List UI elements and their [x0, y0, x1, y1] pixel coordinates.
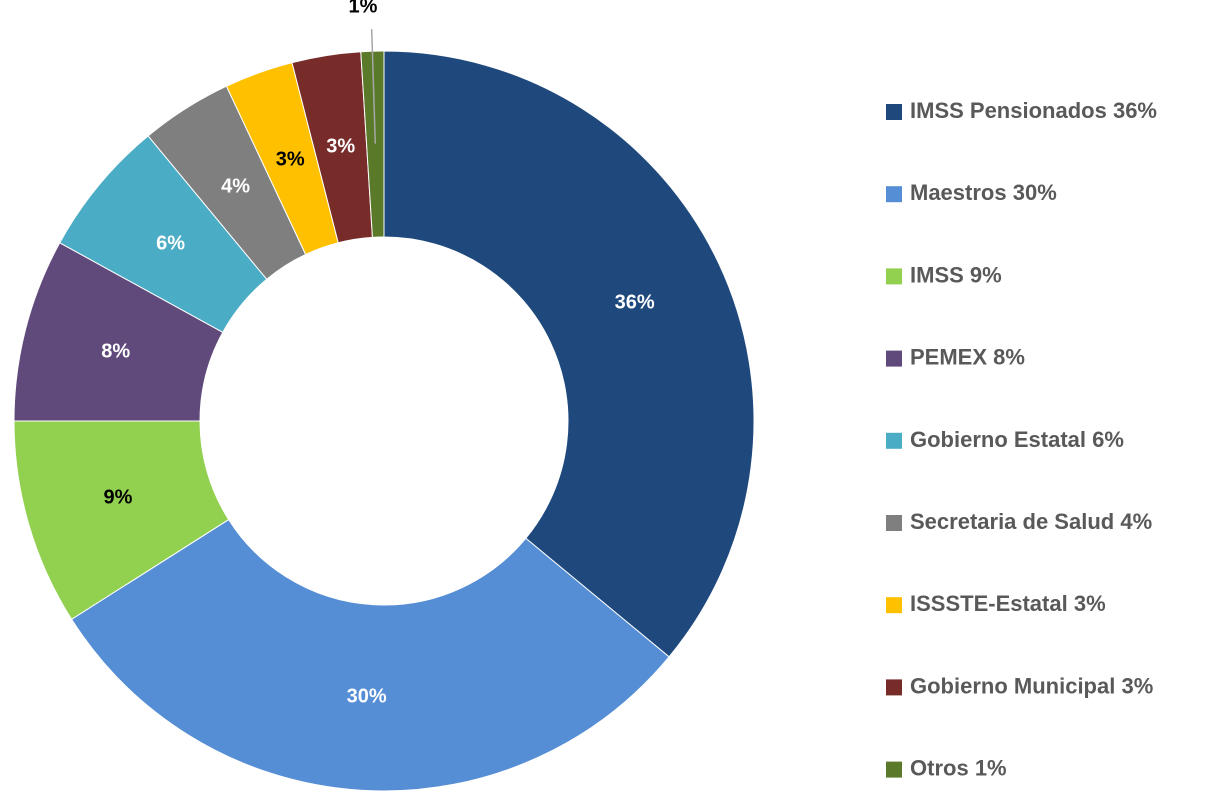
- legend-value: 3%: [1121, 673, 1153, 698]
- legend-value: 36%: [1113, 98, 1157, 123]
- slice-label: 36%: [615, 291, 655, 313]
- slice-label: 6%: [156, 233, 185, 255]
- legend-entry: IMSS 9%: [910, 262, 1002, 287]
- legend-name: Maestros: [910, 180, 1007, 205]
- slice-label: 8%: [101, 340, 130, 362]
- legend-value: 6%: [1092, 427, 1124, 452]
- legend-entry: IMSS Pensionados 36%: [910, 98, 1157, 123]
- legend-value: 1%: [975, 755, 1007, 780]
- legend-value: 9%: [970, 262, 1002, 287]
- slice-label: 30%: [347, 686, 387, 708]
- legend-value: 3%: [1074, 591, 1106, 616]
- legend-swatch: [886, 515, 902, 531]
- legend-swatch: [886, 432, 902, 449]
- slice: [383, 50, 755, 658]
- legend-swatch: [886, 761, 902, 778]
- legend-name: IMSS Pensionados: [910, 98, 1107, 123]
- legend-entry: Gobierno Municipal 3%: [910, 673, 1153, 698]
- legend-entry: Secretaria de Salud 4%: [910, 509, 1152, 534]
- legend-name: Gobierno Municipal: [910, 673, 1115, 698]
- slice-label: 3%: [326, 136, 355, 158]
- legend-name: Otros: [910, 755, 969, 780]
- legend-entry: Otros 1%: [910, 755, 1007, 780]
- legend-value: 4%: [1120, 509, 1152, 534]
- slice-label: 3%: [276, 149, 305, 171]
- slice-label: 1%: [349, 0, 378, 17]
- legend-value: 8%: [993, 344, 1025, 369]
- legend-swatch: [886, 597, 902, 614]
- legend-swatch: [886, 186, 902, 203]
- legend-swatch: [886, 268, 902, 285]
- legend-name: Secretaria de Salud: [910, 509, 1114, 534]
- legend-swatch: [886, 679, 902, 696]
- slice: [70, 518, 670, 792]
- legend-name: IMSS: [910, 262, 964, 287]
- legend-name: PEMEX: [910, 344, 987, 369]
- slice-label: 9%: [104, 487, 133, 509]
- legend-entry: PEMEX 8%: [910, 344, 1025, 369]
- legend-entry: Maestros 30%: [910, 180, 1057, 205]
- legend-entry: ISSSTE-Estatal 3%: [910, 591, 1106, 616]
- slice-label: 4%: [221, 175, 250, 197]
- legend-entry: Gobierno Estatal 6%: [910, 427, 1124, 452]
- slice: [360, 50, 385, 238]
- leader-line: [370, 29, 377, 144]
- legend-name: ISSSTE-Estatal: [910, 591, 1068, 616]
- legend-value: 30%: [1013, 180, 1057, 205]
- legend-name: Gobierno Estatal: [910, 427, 1086, 452]
- legend-swatch: [886, 350, 902, 367]
- legend-swatch: [886, 104, 902, 120]
